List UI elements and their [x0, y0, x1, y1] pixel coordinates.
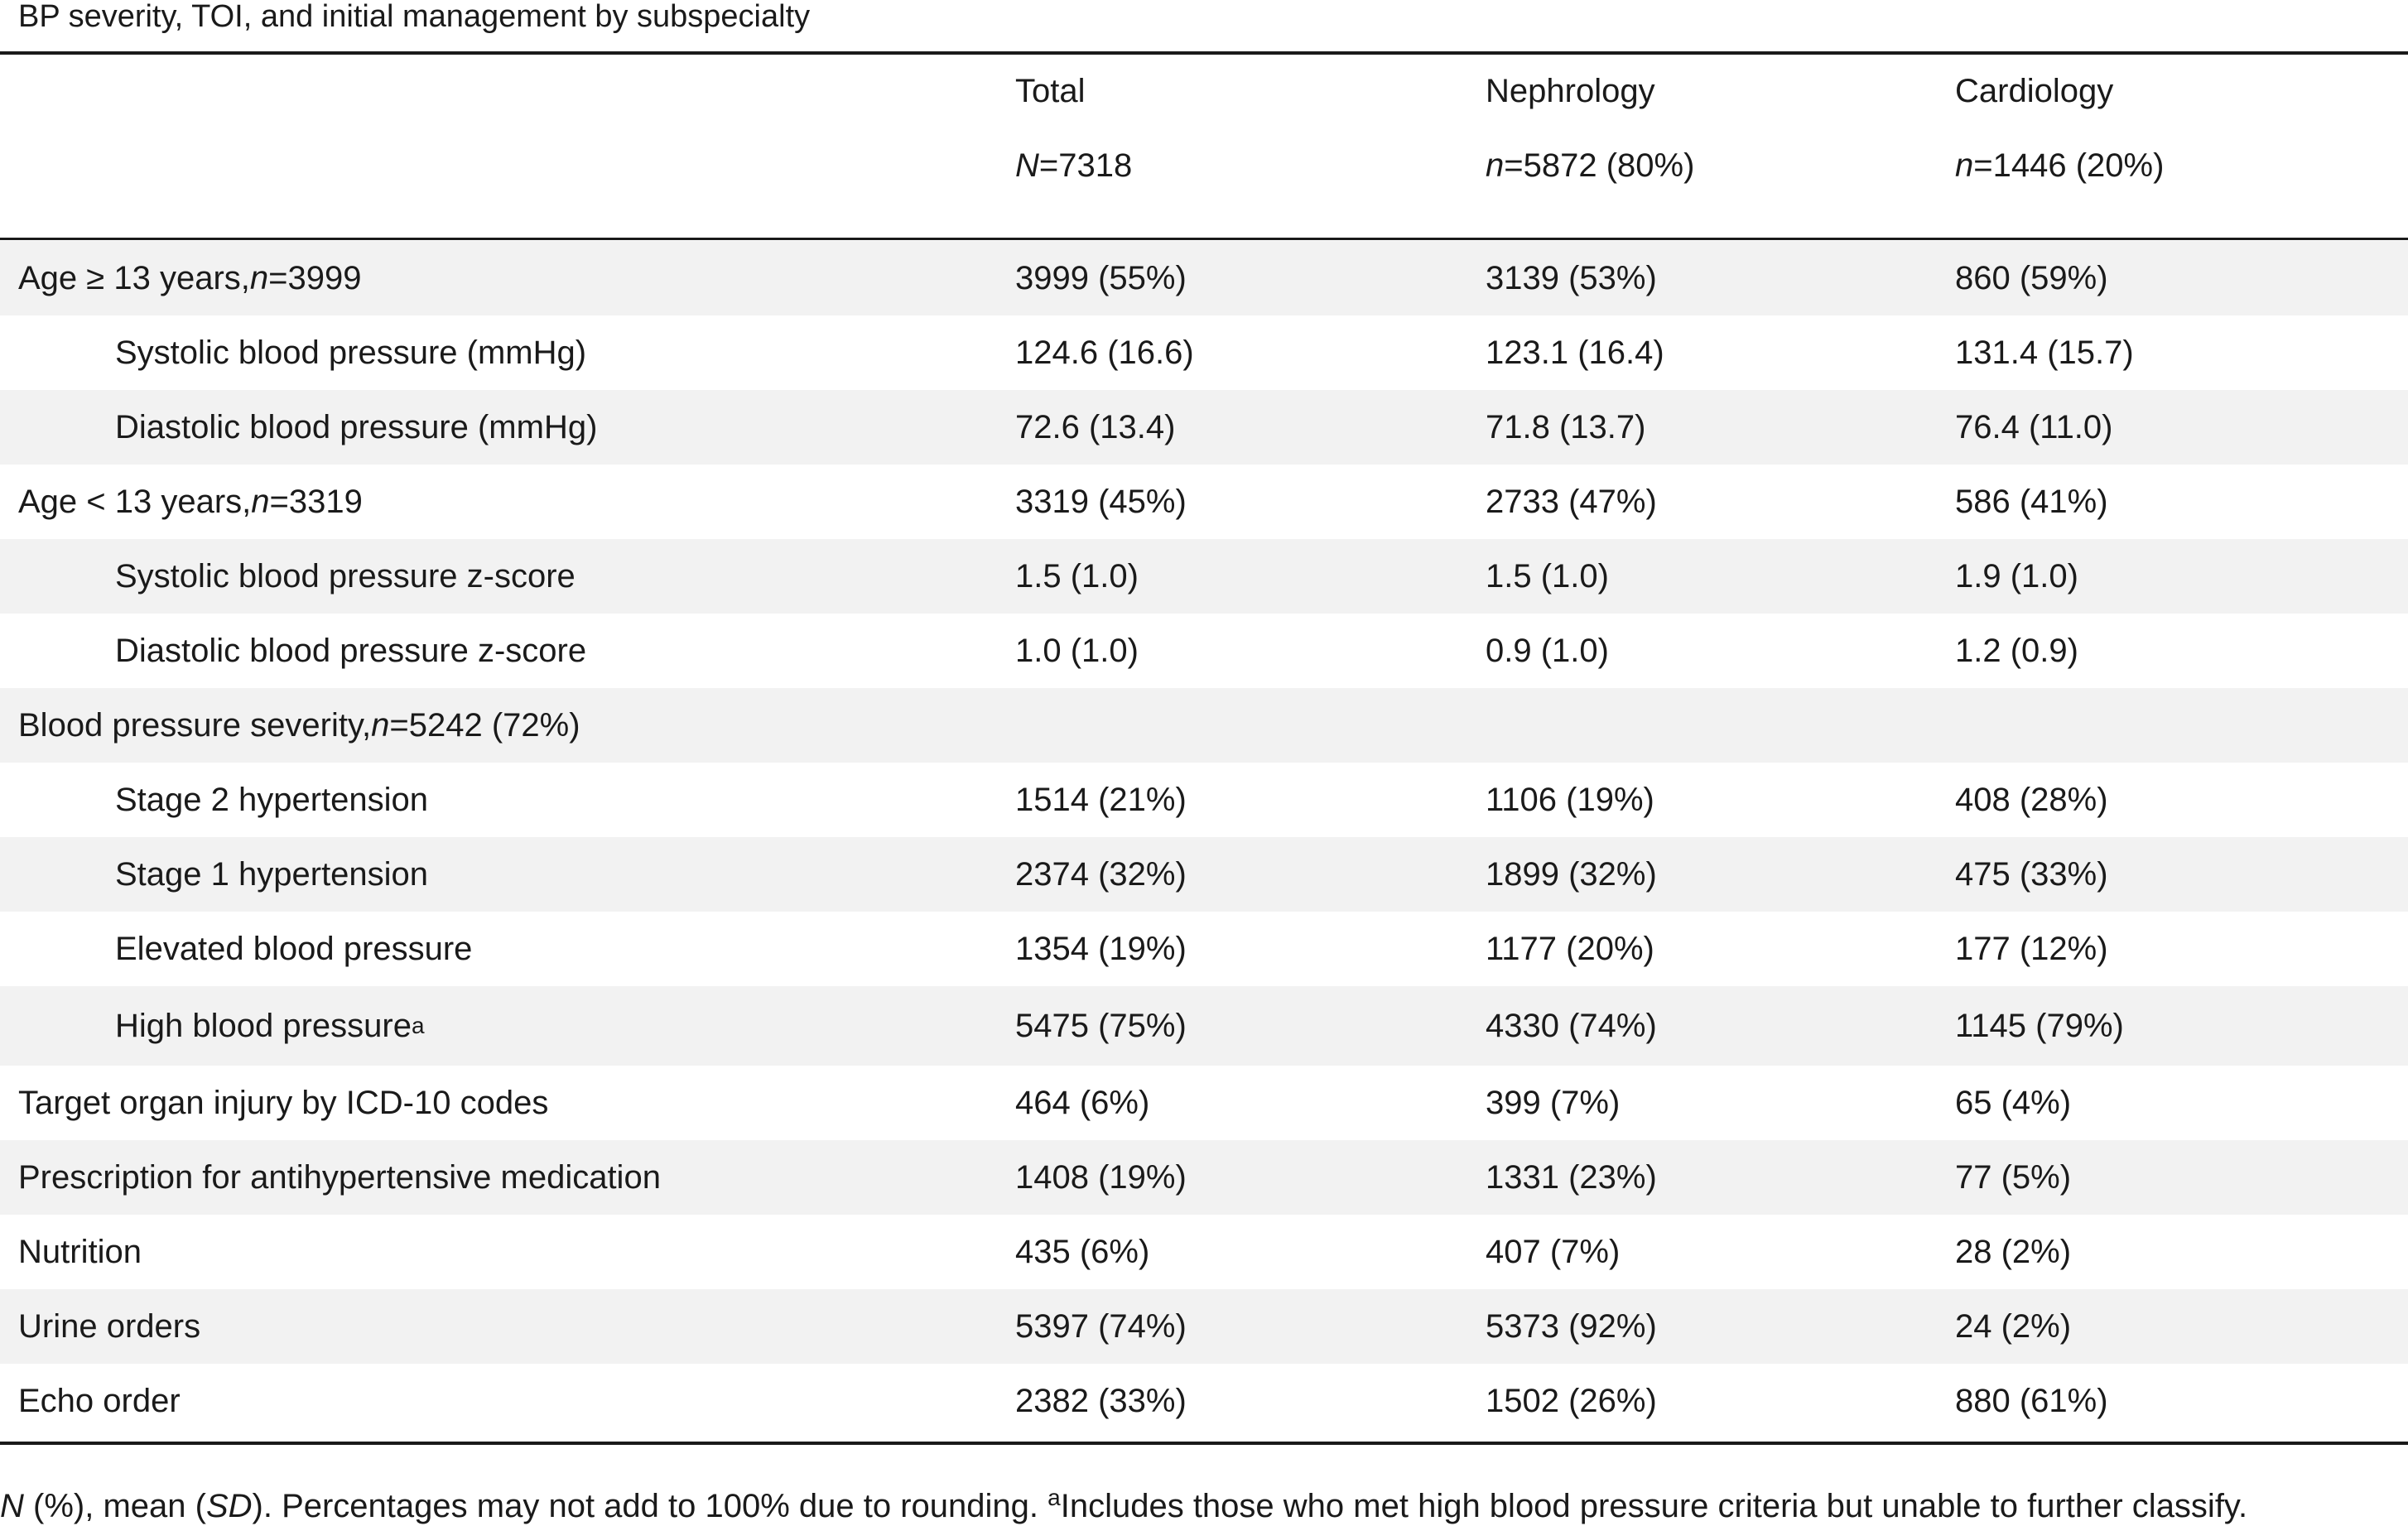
row-label: Echo order	[18, 1382, 181, 1419]
table-footnote: N (%), mean (SD). Percentages may not ad…	[0, 1485, 2248, 1525]
table-row: Age < 13 years, n =3319 3319 (45%) 2733 (…	[0, 465, 2408, 539]
cell-total: 1.5 (1.0)	[1015, 557, 1139, 595]
row-label: Nutrition	[18, 1233, 142, 1270]
table-row: Blood pressure severity, n =5242 (72%)	[0, 688, 2408, 763]
cell-cardiology: 77 (5%)	[1955, 1158, 2072, 1196]
table-header: Total Nephrology Cardiology N=7318 n=587…	[0, 55, 2408, 238]
cell-nephrology: 3139 (53%)	[1486, 259, 1657, 296]
col-header-total: Total	[1015, 73, 1086, 109]
table-row: Prescription for antihypertensive medica…	[0, 1140, 2408, 1215]
cell-cardiology: 76.4 (11.0)	[1955, 408, 2113, 445]
cell-total: 72.6 (13.4)	[1015, 408, 1176, 445]
col-count-total: N=7318	[1015, 147, 1133, 184]
table-top-rule	[0, 51, 2408, 55]
table-row: Diastolic blood pressure (mmHg) 72.6 (13…	[0, 390, 2408, 465]
cell-total: 3319 (45%)	[1015, 483, 1187, 520]
cell-nephrology: 4330 (74%)	[1486, 1007, 1657, 1044]
cell-cardiology: 1.2 (0.9)	[1955, 632, 2078, 669]
table-row: Age ≥ 13 years, n =3999 3999 (55%) 3139 (…	[0, 241, 2408, 315]
table-row: Target organ injury by ICD-10 codes 464 …	[0, 1066, 2408, 1140]
cell-total: 435 (6%)	[1015, 1233, 1150, 1270]
cell-cardiology: 1145 (79%)	[1955, 1007, 2124, 1044]
cell-cardiology: 475 (33%)	[1955, 855, 2108, 893]
cell-nephrology: 1106 (19%)	[1486, 781, 1654, 818]
row-label: Target organ injury by ICD-10 codes	[18, 1084, 549, 1121]
cell-cardiology: 586 (41%)	[1955, 483, 2108, 520]
row-label: Age ≥ 13 years, n =3999	[18, 259, 362, 296]
cell-nephrology: 2733 (47%)	[1486, 483, 1657, 520]
cell-nephrology: 407 (7%)	[1486, 1233, 1621, 1270]
cell-total: 1.0 (1.0)	[1015, 632, 1139, 669]
table-row: Diastolic blood pressure z-score 1.0 (1.…	[0, 614, 2408, 688]
table-body: Age ≥ 13 years, n =3999 3999 (55%) 3139 (…	[0, 241, 2408, 1438]
cell-cardiology: 408 (28%)	[1955, 781, 2108, 818]
cell-nephrology: 0.9 (1.0)	[1486, 632, 1609, 669]
row-label: High blood pressure a	[115, 1007, 425, 1044]
cell-nephrology: 1177 (20%)	[1486, 930, 1654, 967]
col-header-cardiology: Cardiology	[1955, 73, 2114, 109]
cell-cardiology: 177 (12%)	[1955, 930, 2108, 967]
row-label: Systolic blood pressure z-score	[115, 557, 576, 595]
table-row: Nutrition 435 (6%) 407 (7%) 28 (2%)	[0, 1215, 2408, 1289]
table-row: Echo order 2382 (33%) 1502 (26%) 880 (61…	[0, 1364, 2408, 1438]
cell-nephrology: 1899 (32%)	[1486, 855, 1657, 893]
col-count-cardiology: n=1446 (20%)	[1955, 147, 2165, 184]
row-label: Blood pressure severity, n =5242 (72%)	[18, 706, 580, 744]
row-label: Age < 13 years, n =3319	[18, 483, 363, 520]
cell-total: 5397 (74%)	[1015, 1307, 1187, 1345]
table-row: Stage 2 hypertension 1514 (21%) 1106 (19…	[0, 763, 2408, 837]
table-row: High blood pressure a 5475 (75%) 4330 (74…	[0, 986, 2408, 1066]
cell-total: 1354 (19%)	[1015, 930, 1187, 967]
row-label: Stage 2 hypertension	[115, 781, 429, 818]
row-label: Prescription for antihypertensive medica…	[18, 1158, 661, 1196]
cell-total: 2382 (33%)	[1015, 1382, 1187, 1419]
table-row: Elevated blood pressure 1354 (19%) 1177 …	[0, 912, 2408, 986]
cell-cardiology: 860 (59%)	[1955, 259, 2108, 296]
row-label: Systolic blood pressure (mmHg)	[115, 334, 587, 371]
cell-total: 2374 (32%)	[1015, 855, 1187, 893]
table-row: Urine orders 5397 (74%) 5373 (92%) 24 (2…	[0, 1289, 2408, 1364]
cell-cardiology: 28 (2%)	[1955, 1233, 2072, 1270]
cell-nephrology: 5373 (92%)	[1486, 1307, 1657, 1345]
cell-nephrology: 399 (7%)	[1486, 1084, 1621, 1121]
cell-total: 3999 (55%)	[1015, 259, 1187, 296]
cell-nephrology: 71.8 (13.7)	[1486, 408, 1646, 445]
cell-nephrology: 1331 (23%)	[1486, 1158, 1657, 1196]
table-row: Systolic blood pressure (mmHg) 124.6 (16…	[0, 315, 2408, 390]
table-row: Systolic blood pressure z-score 1.5 (1.0…	[0, 539, 2408, 614]
row-label: Stage 1 hypertension	[115, 855, 429, 893]
table-caption: BP severity, TOI, and initial management…	[18, 0, 811, 34]
cell-nephrology: 1.5 (1.0)	[1486, 557, 1609, 595]
cell-nephrology: 1502 (26%)	[1486, 1382, 1657, 1419]
col-header-nephrology: Nephrology	[1486, 73, 1655, 109]
cell-total: 464 (6%)	[1015, 1084, 1150, 1121]
cell-cardiology: 65 (4%)	[1955, 1084, 2072, 1121]
cell-total: 1514 (21%)	[1015, 781, 1187, 818]
row-label: Diastolic blood pressure (mmHg)	[115, 408, 598, 445]
cell-cardiology: 24 (2%)	[1955, 1307, 2072, 1345]
cell-total: 5475 (75%)	[1015, 1007, 1187, 1044]
cell-nephrology: 123.1 (16.4)	[1486, 334, 1664, 371]
cell-total: 1408 (19%)	[1015, 1158, 1187, 1196]
col-count-nephrology: n=5872 (80%)	[1486, 147, 1695, 184]
cell-cardiology: 1.9 (1.0)	[1955, 557, 2078, 595]
row-label: Diastolic blood pressure z-score	[115, 632, 587, 669]
cell-cardiology: 131.4 (15.7)	[1955, 334, 2134, 371]
row-label: Elevated blood pressure	[115, 930, 473, 967]
table-row: Stage 1 hypertension 2374 (32%) 1899 (32…	[0, 837, 2408, 912]
cell-cardiology: 880 (61%)	[1955, 1382, 2108, 1419]
cell-total: 124.6 (16.6)	[1015, 334, 1194, 371]
table-header-rule	[0, 238, 2408, 240]
row-label: Urine orders	[18, 1307, 201, 1345]
table-bottom-rule	[0, 1442, 2408, 1445]
